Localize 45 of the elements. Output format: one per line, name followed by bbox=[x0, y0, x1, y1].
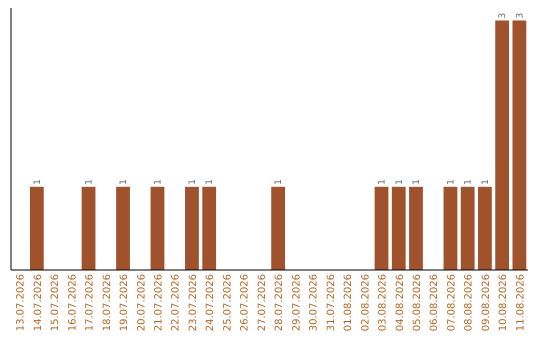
data-label: 1 bbox=[84, 179, 95, 185]
x-tick-label: 19.07.2026 bbox=[119, 274, 130, 332]
x-tick-label: 21.07.2026 bbox=[153, 274, 164, 332]
data-label: 3 bbox=[498, 12, 508, 18]
data-label: 1 bbox=[274, 179, 284, 185]
x-tick-label: 17.07.2026 bbox=[84, 274, 96, 332]
x-tick-label: 15.07.2026 bbox=[50, 274, 62, 332]
data-label: 1 bbox=[119, 179, 130, 185]
x-tick-label: 07.08.2026 bbox=[446, 274, 458, 332]
x-tick-label: 09.08.2026 bbox=[480, 274, 492, 332]
x-tick-label: 18.07.2026 bbox=[102, 274, 113, 332]
x-tick-label: 13.07.2026 bbox=[16, 274, 27, 332]
x-tick-label: 23.07.2026 bbox=[188, 274, 199, 332]
data-label: 1 bbox=[464, 179, 474, 185]
data-label: 1 bbox=[188, 179, 198, 185]
x-tick-label: 02.08.2026 bbox=[360, 274, 372, 332]
x-tick-label: 22.07.2026 bbox=[170, 274, 182, 332]
x-tick-label: 08.08.2026 bbox=[464, 274, 475, 332]
x-tick-label: 10.08.2026 bbox=[498, 274, 510, 332]
x-tick-label: 01.08.2026 bbox=[343, 274, 354, 332]
data-label: 1 bbox=[378, 179, 388, 185]
x-tick-label: 20.07.2026 bbox=[136, 274, 148, 332]
x-tick-label: 05.08.2026 bbox=[412, 274, 423, 332]
data-label: 1 bbox=[446, 179, 456, 185]
x-tick-label: 28.07.2026 bbox=[274, 274, 286, 332]
data-label: 1 bbox=[412, 179, 422, 185]
x-tick-label: 14.07.2026 bbox=[32, 274, 44, 332]
x-tick-label: 03.08.2026 bbox=[378, 274, 389, 332]
x-tick-label: 04.08.2026 bbox=[394, 274, 406, 332]
x-tick-label: 29.07.2026 bbox=[291, 274, 302, 332]
x-tick-label: 26.07.2026 bbox=[240, 274, 251, 332]
x-tick-label: 11.08.2026 bbox=[515, 274, 526, 332]
data-label: 1 bbox=[153, 179, 164, 185]
x-tick-label: 06.08.2026 bbox=[429, 274, 440, 332]
x-tick-label: 25.07.2026 bbox=[222, 274, 234, 332]
x-tick-label: 31.07.2026 bbox=[326, 274, 337, 332]
data-label: 1 bbox=[480, 179, 491, 185]
x-tick-label: 24.07.2026 bbox=[205, 274, 216, 332]
data-label: 1 bbox=[394, 179, 405, 185]
data-label: 3 bbox=[515, 12, 526, 18]
x-tick-label: 27.07.2026 bbox=[256, 274, 268, 332]
data-label: 1 bbox=[205, 179, 216, 185]
data-label: 1 bbox=[32, 179, 43, 185]
x-tick-label: 16.07.2026 bbox=[67, 274, 78, 332]
x-tick-label: 30.07.2026 bbox=[308, 274, 320, 332]
